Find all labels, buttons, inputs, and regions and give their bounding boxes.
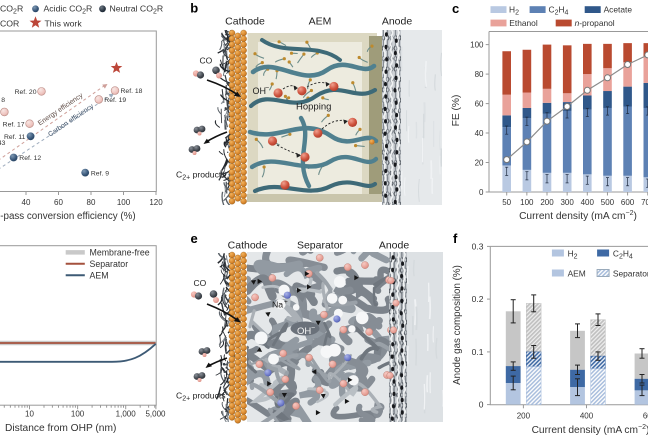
svg-text:Ethanol: Ethanol [509,18,538,28]
svg-text:−: − [265,85,269,92]
svg-text:120: 120 [149,198,163,207]
svg-text:0: 0 [479,188,484,197]
svg-text:c: c [452,1,459,16]
svg-text:Energy efficiency: Energy efficiency [37,92,85,127]
svg-text:Ref. 20: Ref. 20 [15,89,37,96]
svg-text:600: 600 [643,411,648,420]
svg-text:Current density (mA cm−2): Current density (mA cm−2) [532,424,648,436]
svg-text:Ref. 19: Ref. 19 [104,97,126,104]
svg-text:Cathode: Cathode [225,16,265,28]
svg-text:CO2R: CO2R [0,4,23,16]
svg-text:1,000: 1,000 [116,410,137,419]
svg-text:Anode gas composition (%): Anode gas composition (%) [452,265,463,385]
svg-text:100: 100 [470,41,484,50]
svg-text:Hopping: Hopping [296,102,331,113]
svg-text:−: − [311,325,315,332]
svg-text:5,000: 5,000 [145,410,166,419]
svg-text:AEM: AEM [568,268,586,278]
svg-text:50: 50 [502,198,511,207]
svg-text:8: 8 [1,97,5,104]
svg-text:C2H4: C2H4 [549,4,569,16]
svg-text:Carbon efficiency: Carbon efficiency [47,103,95,139]
svg-text:e: e [191,231,198,246]
svg-text:200: 200 [517,411,531,420]
svg-text:+: + [284,299,288,306]
svg-text:COR: COR [0,18,19,28]
svg-text:60: 60 [54,198,63,207]
svg-text:0.2: 0.2 [472,294,484,304]
svg-text:0: 0 [479,400,484,410]
svg-text:CO: CO [200,55,213,65]
svg-text:Ref. 12: Ref. 12 [19,155,41,162]
svg-text:Neutral CO2R: Neutral CO2R [110,4,164,16]
svg-text:200: 200 [540,198,554,207]
svg-text:Ref. 17: Ref. 17 [3,121,25,128]
svg-text:60: 60 [475,99,484,108]
svg-text:Current density (mA cm−2): Current density (mA cm−2) [519,210,637,222]
svg-text:Separator: Separator [613,268,648,278]
svg-text:20: 20 [475,158,484,167]
svg-text:AEM: AEM [309,16,332,28]
svg-text:100: 100 [71,410,85,419]
svg-text:400: 400 [580,411,594,420]
svg-text:This work: This work [45,18,83,28]
svg-text:OH: OH [253,86,267,96]
svg-text:AEM: AEM [90,270,109,280]
svg-text:100: 100 [520,198,534,207]
svg-text:80: 80 [475,70,484,79]
svg-text:Ref. 9: Ref. 9 [91,170,109,177]
svg-text:500: 500 [601,198,615,207]
svg-text:CO: CO [194,278,207,288]
svg-text:C2+ products: C2+ products [176,170,226,182]
svg-text:OH: OH [297,326,311,337]
svg-text:10: 10 [25,410,34,419]
svg-text:80: 80 [87,198,96,207]
svg-text:Anode: Anode [379,240,410,252]
svg-text:Separator: Separator [90,259,129,269]
svg-text:Cathode: Cathode [228,240,268,252]
svg-text:b: b [190,1,198,16]
svg-text:Ref. 11: Ref. 11 [4,134,26,141]
svg-text:40: 40 [475,129,484,138]
svg-text:Membrane-free: Membrane-free [90,248,150,258]
svg-text:43: 43 [0,140,6,147]
svg-text:C2+ products: C2+ products [176,391,226,403]
svg-text:Anode: Anode [382,16,413,28]
svg-text:0.3: 0.3 [472,241,484,251]
svg-text:Separator: Separator [297,240,344,252]
svg-text:Ref. 18: Ref. 18 [121,88,143,95]
svg-text:100: 100 [117,198,131,207]
svg-text:600: 600 [621,198,635,207]
svg-text:Acidic CO2R: Acidic CO2R [44,4,93,16]
svg-text:Distance from OHP (nm): Distance from OHP (nm) [5,423,116,434]
svg-text:Single-pass conversion efficie: Single-pass conversion efficiency (%) [0,211,136,222]
svg-text:C2H4: C2H4 [613,248,633,260]
svg-text:300: 300 [560,198,574,207]
svg-text:f: f [453,231,458,246]
svg-text:n-propanol: n-propanol [575,18,615,28]
svg-text:0.1: 0.1 [472,347,484,357]
svg-text:700: 700 [641,198,648,207]
svg-text:Na: Na [272,300,283,310]
svg-text:FE (%): FE (%) [451,95,462,127]
svg-text:400: 400 [581,198,595,207]
svg-text:H2: H2 [568,248,578,260]
svg-text:Acetate: Acetate [604,4,633,14]
svg-text:H2: H2 [509,4,519,16]
svg-text:40: 40 [22,198,31,207]
